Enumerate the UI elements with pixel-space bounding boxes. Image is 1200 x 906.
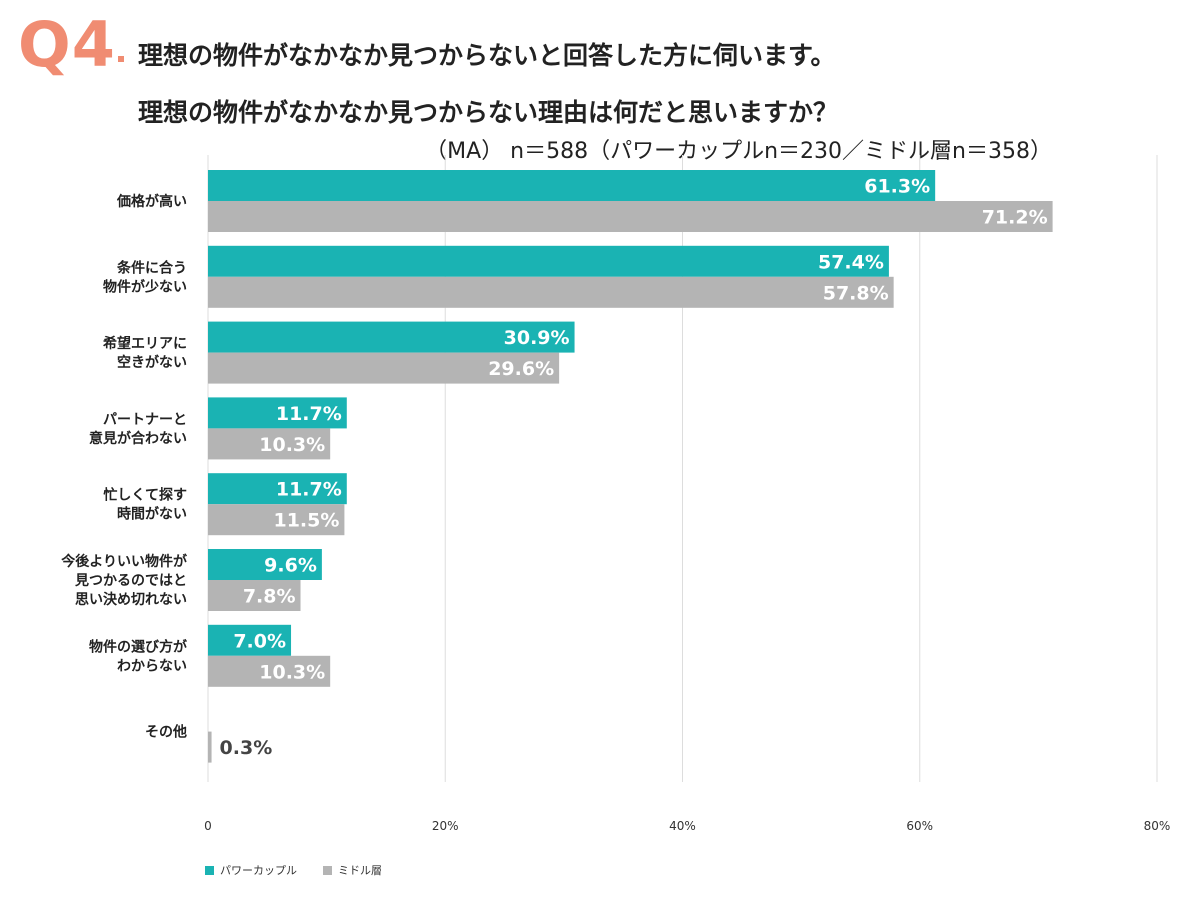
question-title-line2: 理想の物件がなかなか見つからない理由は何だと思いますか？: [138, 98, 839, 127]
question-number-dot: [118, 56, 124, 62]
x-tick-label: 0: [204, 819, 212, 833]
question-title-line1: 理想の物件がなかなか見つからないと回答した方に伺います。: [138, 41, 836, 70]
category-label: 希望エリアに: [103, 335, 187, 352]
category-label: 意見が合わない: [89, 430, 187, 447]
category-label: その他: [145, 724, 187, 741]
category-label: 見つかるのではと: [74, 573, 187, 589]
category-label: 時間がない: [117, 506, 187, 523]
bar-power-couple: [208, 170, 936, 201]
bar-power-couple: [208, 549, 322, 580]
sample-size-note: （MA） n＝588（パワーカップルn＝230／ミドル層n＝358）: [425, 139, 1052, 164]
category-label: 思い決め切れない: [75, 591, 187, 608]
x-tick-label: 40%: [669, 819, 696, 833]
question-number: Q4: [18, 8, 116, 81]
data-label: 0.3%: [220, 737, 273, 759]
category-label: 忙しくて探す: [103, 487, 187, 504]
data-label: 11.7%: [276, 479, 342, 501]
x-tick-label: 60%: [906, 819, 933, 833]
legend-item-power-couple: パワーカップル: [205, 862, 297, 878]
bar-power-couple: [208, 473, 347, 505]
legend-label-power-couple: パワーカップル: [220, 864, 297, 877]
data-label: 29.6%: [488, 358, 554, 380]
bar-power-couple: [208, 245, 889, 277]
data-label: 11.5%: [273, 510, 339, 532]
data-label: 57.8%: [823, 282, 889, 304]
category-label: 物件が少ない: [103, 278, 187, 295]
bar-power-couple: [208, 321, 575, 353]
data-label: 11.7%: [276, 403, 342, 425]
data-label: 7.0%: [233, 630, 286, 652]
x-tick-label: 20%: [432, 819, 459, 833]
category-label: 空きがない: [117, 354, 187, 371]
category-label: 価格が高い: [116, 193, 187, 210]
bar-middle: [208, 655, 331, 687]
category-label: わからない: [117, 658, 187, 674]
bar-power-couple: [208, 397, 347, 429]
data-label: 10.3%: [259, 661, 325, 683]
bar-power-couple: [208, 624, 292, 656]
category-label: 物件の選び方が: [89, 638, 188, 655]
bar-middle: [208, 731, 212, 763]
legend-item-middle: ミドル層: [323, 862, 382, 878]
data-label: 71.2%: [982, 207, 1048, 229]
data-label: 10.3%: [259, 434, 325, 456]
data-label: 57.4%: [818, 251, 884, 273]
category-label: 条件に合う: [116, 259, 187, 276]
bar-middle: [208, 504, 345, 536]
bar-middle: [208, 201, 1053, 232]
data-label: 30.9%: [504, 327, 570, 349]
category-label: 今後よりいい物件が: [60, 553, 188, 570]
bar-middle: [208, 428, 331, 460]
data-label: 9.6%: [264, 555, 317, 577]
chart-legend: パワーカップル ミドル層: [205, 862, 382, 878]
bar-middle: [208, 352, 560, 384]
legend-swatch-power-couple: [205, 865, 214, 875]
x-tick-label: 80%: [1144, 819, 1171, 833]
category-label: パートナーと: [103, 412, 187, 428]
legend-label-middle: ミドル層: [338, 864, 382, 877]
legend-swatch-middle: [323, 865, 332, 875]
bar-middle: [208, 276, 894, 308]
data-label: 61.3%: [864, 176, 930, 198]
bar-middle: [208, 580, 301, 611]
data-label: 7.8%: [243, 586, 296, 608]
